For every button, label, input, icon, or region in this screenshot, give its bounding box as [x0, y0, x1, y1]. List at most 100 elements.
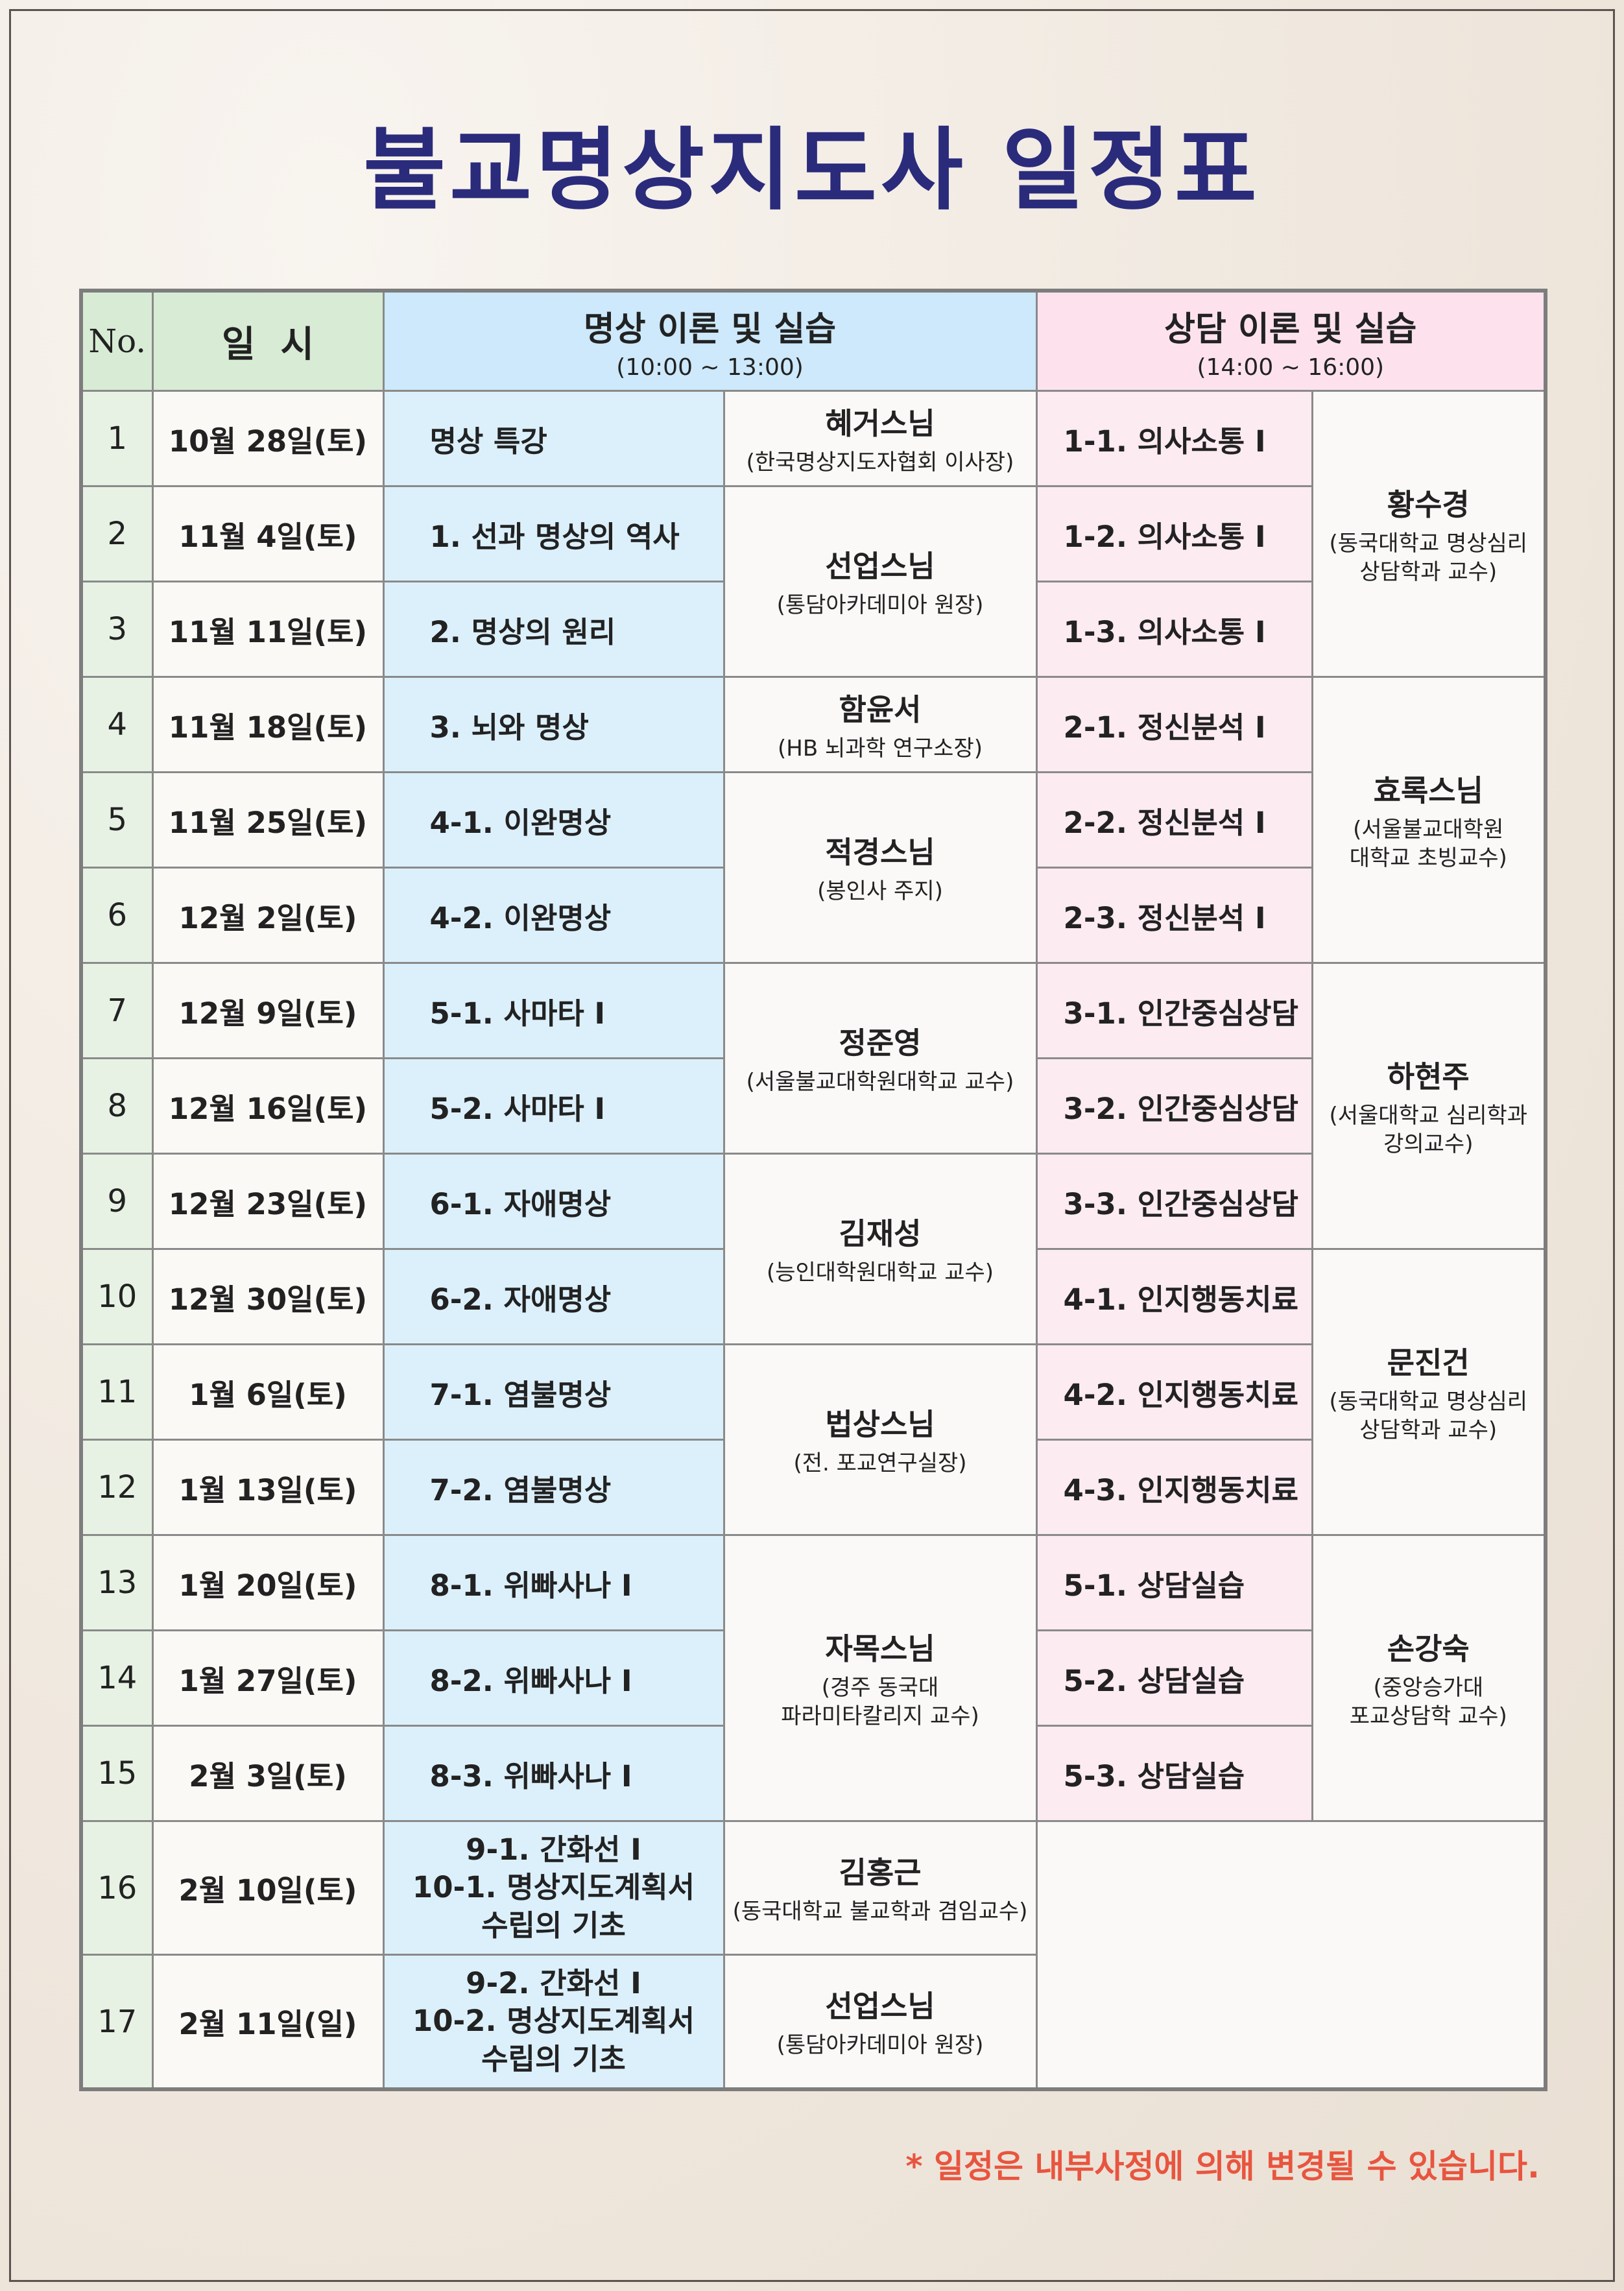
counseling-topic: 2-2. 정신분석 I — [1035, 771, 1313, 869]
row-number: 6 — [80, 867, 154, 964]
meditation-topic: 9-1. 간화선 I 10-1. 명상지도계획서 수립의 기초 — [382, 1820, 725, 1956]
instructor-name: 법상스님 — [825, 1407, 935, 1443]
counseling-topic: 5-3. 상담실습 — [1035, 1725, 1313, 1822]
instructor-affiliation: (한국명상지도자협회 이사장) — [725, 448, 1036, 477]
counseling-topic: 1-3. 의사소통 I — [1035, 581, 1313, 678]
table-row: 8 12월 16일(토) 5-2. 사마타 I 3-2. 인간중심상담 — [80, 1057, 1546, 1155]
row-number: 8 — [80, 1057, 154, 1155]
row-number: 17 — [80, 1954, 154, 2091]
meditation-topic: 4-2. 이완명상 — [382, 867, 725, 964]
counseling-topic: 3-3. 인간중심상담 — [1035, 1153, 1313, 1250]
header-meditation-time: (10:00 ~ 13:00) — [616, 354, 804, 381]
row-date: 2월 3일(토) — [151, 1725, 385, 1822]
row-date: 12월 9일(토) — [151, 962, 385, 1059]
topic-line: 10-2. 명상지도계획서 — [412, 2004, 695, 2039]
schedule-table: No. 일 시 명상 이론 및 실습 (10:00 ~ 13:00) 상담 이론 … — [79, 289, 1548, 2091]
affiliation-line: (봉인사 주지) — [817, 878, 943, 905]
counseling-topic: 4-1. 인지행동치료 — [1035, 1248, 1313, 1345]
topic-line: 10-1. 명상지도계획서 — [412, 1870, 695, 1905]
instructor-name: 선업스님 — [825, 1989, 935, 2024]
instructor-name: 황수경 — [1387, 486, 1470, 522]
row-date: 12월 16일(토) — [151, 1057, 385, 1155]
affiliation-line: (서울불교대학원대학교 교수) — [746, 1069, 1014, 1096]
instructor-name: 선업스님 — [825, 549, 935, 584]
instructor-affiliation: (통담아카데미아 원장) — [725, 2031, 1036, 2059]
topic-line: 수립의 기초 — [481, 1908, 626, 1943]
empty-counseling-cell — [1035, 1820, 1547, 2091]
meditation-instructor: 선업스님 (통담아카데미아 원장) — [722, 1954, 1038, 2091]
instructor-name: 혜거스님 — [825, 405, 935, 441]
instructor-affiliation: (중앙승가대 포교상담학 교수) — [1313, 1673, 1544, 1731]
instructor-affiliation: (능인대학원대학교 교수) — [725, 1258, 1036, 1287]
instructor-affiliation: (봉인사 주지) — [725, 877, 1036, 906]
affiliation-line: (경주 동국대 — [821, 1674, 939, 1701]
counseling-topic: 1-2. 의사소통 I — [1035, 485, 1313, 582]
counseling-topic: 3-2. 인간중심상담 — [1035, 1057, 1313, 1155]
meditation-topic: 6-2. 자애명상 — [382, 1248, 725, 1345]
table-row: 10 12월 30일(토) 6-2. 자애명상 4-1. 인지행동치료 문진건 (동국대학… — [80, 1248, 1547, 1536]
instructor-affiliation: (서울불교대학원 대학교 초빙교수) — [1313, 815, 1544, 872]
row-number: 13 — [80, 1534, 154, 1631]
affiliation-line: (중앙승가대 — [1373, 1674, 1484, 1701]
topic-line: 9-2. 간화선 I — [466, 1965, 641, 2000]
counseling-instructor: 하현주 (서울대학교 심리학과 강의교수) — [1311, 962, 1547, 1250]
header-row: No. 일 시 명상 이론 및 실습 (10:00 ~ 13:00) 상담 이론 … — [80, 289, 1547, 392]
instructor-name: 김재성 — [839, 1216, 922, 1252]
counseling-topic: 2-1. 정신분석 I — [1035, 676, 1313, 773]
meditation-instructor: 혜거스님 (한국명상지도자협회 이사장) — [722, 390, 1038, 487]
meditation-topic: 4-1. 이완명상 — [382, 771, 725, 869]
table-row: 5 11월 25일(토) 4-1. 이완명상 적경스님 (봉인사 주지) 2-2. 정신분… — [80, 771, 1546, 964]
row-number: 7 — [80, 962, 154, 1059]
instructor-affiliation: (서울대학교 심리학과 강의교수) — [1313, 1101, 1544, 1158]
meditation-topic: 8-2. 위빠사나 I — [382, 1629, 725, 1727]
meditation-instructor: 선업스님 (통담아카데미아 원장) — [722, 485, 1038, 678]
table-row: 2 11월 4일(토) 1. 선과 명상의 역사 선업스님 (통담아카데미아 원장) 1-… — [80, 485, 1546, 678]
row-number: 16 — [80, 1820, 154, 1956]
table-row: 3 11월 11일(토) 2. 명상의 원리 1-3. 의사소통 I — [80, 581, 1546, 678]
meditation-topic: 9-2. 간화선 I 10-2. 명상지도계획서 수립의 기초 — [382, 1954, 725, 2091]
counseling-topic: 2-3. 정신분석 I — [1035, 867, 1313, 964]
meditation-topic: 1. 선과 명상의 역사 — [382, 485, 725, 582]
meditation-topic: 6-1. 자애명상 — [382, 1153, 725, 1250]
row-number: 4 — [80, 676, 154, 773]
instructor-name: 자목스님 — [825, 1631, 935, 1666]
affiliation-line: (한국명상지도자협회 이사장) — [746, 449, 1014, 475]
table-row: 11 1월 6일(토) 7-1. 염불명상 법상스님 (전. 포교연구실장) 4-2. 인… — [80, 1343, 1546, 1536]
row-number: 12 — [80, 1439, 154, 1536]
table-row: 7 12월 9일(토) 5-1. 사마타 I 정준영 (서울불교대학원대학교 교수) 3-… — [80, 962, 1547, 1250]
header-meditation-title: 명상 이론 및 실습 — [583, 310, 837, 349]
row-date: 11월 11일(토) — [151, 581, 385, 678]
header-meditation: 명상 이론 및 실습 (10:00 ~ 13:00) — [382, 289, 1038, 392]
meditation-topic: 5-1. 사마타 I — [382, 962, 725, 1059]
table-row: 12 1월 13일(토) 7-2. 염불명상 4-3. 인지행동치료 — [80, 1439, 1546, 1536]
affiliation-line: (서울불교대학원 — [1353, 816, 1504, 843]
instructor-name: 함윤서 — [839, 691, 922, 727]
affiliation-line: 대학교 초빙교수) — [1349, 845, 1507, 871]
table-row: 6 12월 2일(토) 4-2. 이완명상 2-3. 정신분석 I — [80, 867, 1546, 964]
instructor-affiliation: (동국대학교 불교학과 겸임교수) — [725, 1897, 1036, 1926]
meditation-instructor: 김홍근 (동국대학교 불교학과 겸임교수) — [722, 1820, 1038, 1956]
table-row: 1 10월 28일(토) 명상 특강 혜거스님 (한국명상지도자협회 이사장) 1-1. … — [80, 390, 1547, 678]
meditation-instructor: 자목스님 (경주 동국대 파라미타칼리지 교수) — [722, 1534, 1038, 1822]
row-date: 12월 23일(토) — [151, 1153, 385, 1250]
counseling-topic: 4-2. 인지행동치료 — [1035, 1343, 1313, 1441]
meditation-topic: 8-1. 위빠사나 I — [382, 1534, 725, 1631]
instructor-affiliation: (서울불교대학원대학교 교수) — [725, 1068, 1036, 1096]
instructor-affiliation: (HB 뇌과학 연구소장) — [725, 734, 1036, 763]
row-date: 2월 10일(토) — [151, 1820, 385, 1956]
row-date: 11월 25일(토) — [151, 771, 385, 869]
table-row: 16 2월 10일(토) 9-1. 간화선 I 10-1. 명상지도계획서 수립의 기초… — [80, 1820, 1547, 2091]
row-number: 10 — [80, 1248, 154, 1345]
affiliation-line: 강의교수) — [1383, 1131, 1474, 1157]
row-number: 5 — [80, 771, 154, 869]
meditation-instructor: 함윤서 (HB 뇌과학 연구소장) — [722, 676, 1038, 773]
header-no: No. — [80, 289, 154, 392]
counseling-topic: 5-1. 상담실습 — [1035, 1534, 1313, 1631]
affiliation-line: 상담학과 교수) — [1359, 559, 1498, 585]
meditation-topic: 명상 특강 — [382, 390, 725, 487]
table-row: 15 2월 3일(토) 8-3. 위빠사나 I 5-3. 상담실습 — [80, 1725, 1546, 1822]
header-counseling-time: (14:00 ~ 16:00) — [1197, 354, 1385, 381]
affiliation-line: (동국대학교 명상심리 — [1329, 1388, 1528, 1415]
topic-line: 9-1. 간화선 I — [466, 1832, 641, 1867]
instructor-name: 정준영 — [839, 1026, 922, 1061]
